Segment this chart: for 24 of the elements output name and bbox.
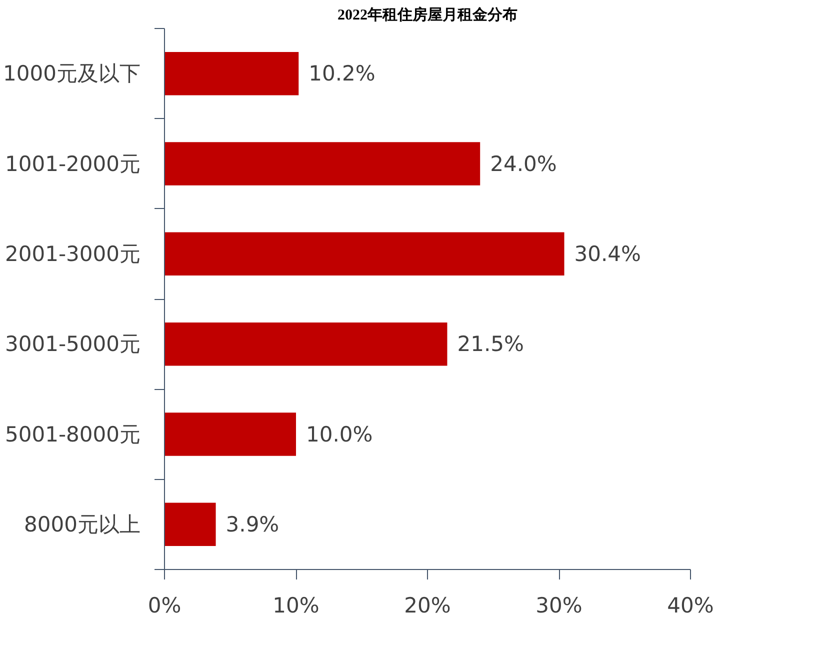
data-label: 24.0%	[490, 152, 557, 176]
data-label: 3.9%	[226, 512, 280, 536]
y-tick-label: 8000元以上	[24, 512, 141, 536]
data-label: 30.4%	[574, 242, 641, 266]
x-tick-label: 20%	[404, 594, 451, 618]
x-tick-label: 30%	[536, 594, 582, 618]
bar	[164, 142, 480, 186]
bar	[164, 52, 299, 96]
x-tick-label: 0%	[148, 594, 182, 618]
y-tick-label: 3001-5000元	[5, 332, 141, 356]
y-tick-label: 1000元及以下	[3, 62, 141, 86]
x-tick-label: 10%	[272, 594, 320, 618]
y-tick-label: 5001-8000元	[5, 422, 141, 446]
bar	[164, 502, 216, 546]
y-tick-label: 1001-2000元	[5, 152, 141, 176]
data-label: 10.2%	[308, 62, 376, 86]
bar	[164, 232, 564, 276]
bar	[164, 322, 448, 366]
bar	[164, 412, 296, 456]
chart-title: 2022年租住房屋月租金分布	[338, 6, 518, 24]
x-tick-label: 40%	[667, 594, 714, 618]
data-label: 21.5%	[457, 332, 524, 356]
y-tick-label: 2001-3000元	[5, 242, 141, 266]
data-label: 10.0%	[306, 422, 373, 446]
